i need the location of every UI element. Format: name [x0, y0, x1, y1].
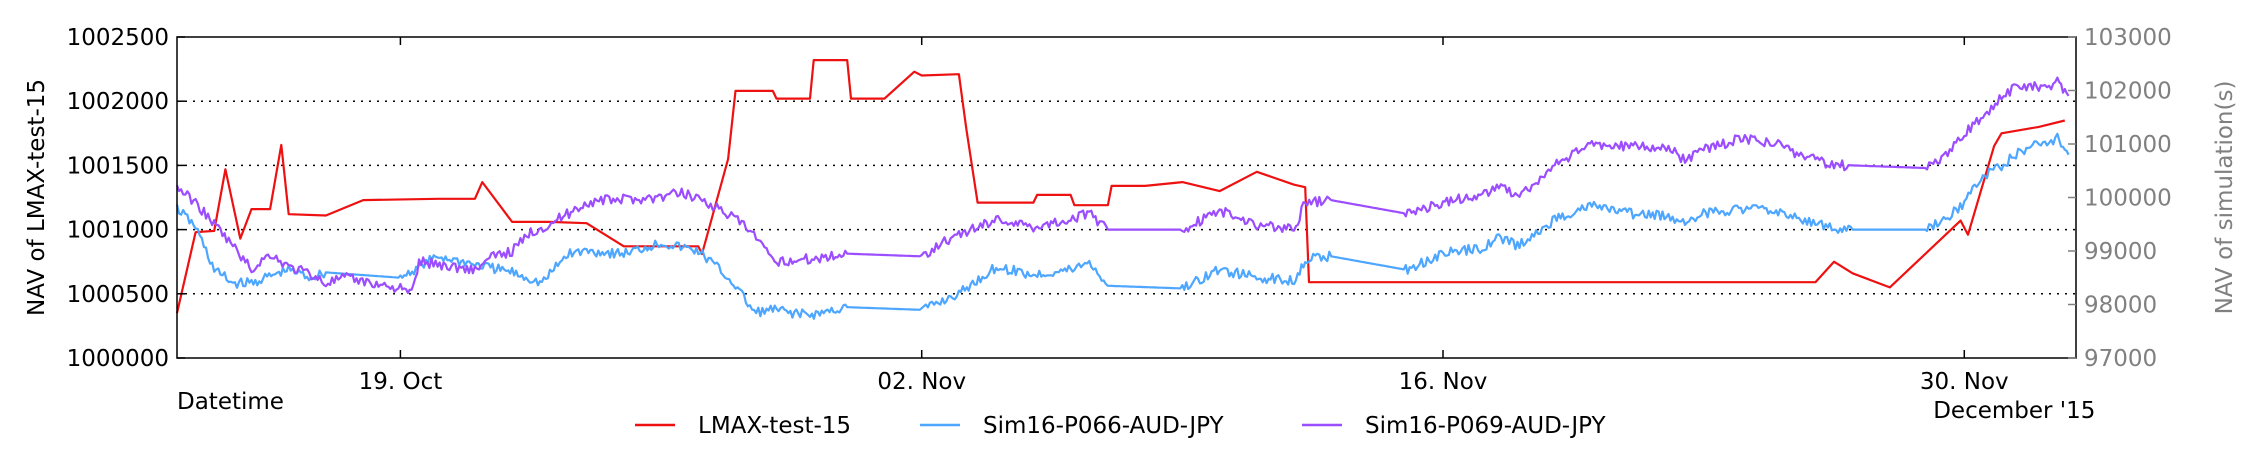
x-tick-label: 19. Oct	[359, 369, 443, 395]
series-line-sim16-p069-aud-jpy	[175, 76, 2070, 294]
x-axis-month-label: December '15	[1933, 398, 2095, 424]
x-tick-label: 30. Nov	[1920, 369, 2009, 395]
y-left-tick-label: 1002000	[67, 89, 169, 115]
y-left-tick-label: 1001000	[67, 218, 169, 244]
grid-layer	[177, 100, 2076, 295]
y-right-tick-label: 103000	[2084, 25, 2172, 51]
y-left-tick-label: 1000000	[67, 346, 169, 372]
legend: LMAX-test-15 Sim16-P066-AUD-JPY Sim16-P069…	[635, 413, 1607, 439]
y-right-tick-label: 100000	[2084, 186, 2172, 212]
y-left-tick-label: 1002500	[67, 25, 169, 51]
y-right-tick-label: 97000	[2084, 346, 2157, 372]
series-layer	[175, 59, 2070, 320]
y-right-tick-label: 98000	[2084, 293, 2157, 319]
plot-frame	[176, 36, 2077, 359]
x-tick-label: 16. Nov	[1399, 369, 1488, 395]
y-left-tick-label: 1001500	[67, 153, 169, 179]
legend-label: Sim16-P066-AUD-JPY	[983, 413, 1225, 439]
y-axis-left-title: NAV of LMAX-test-15	[24, 79, 50, 316]
y-left-tick-label: 1000500	[67, 282, 169, 308]
y-right-tick-label: 102000	[2084, 79, 2172, 105]
series-line-lmax-test-15	[175, 59, 2066, 314]
y-right-tick-label: 99000	[2084, 239, 2157, 265]
y-axis-right-title: NAV of simulation(s)	[2212, 81, 2238, 315]
legend-label: Sim16-P069-AUD-JPY	[1365, 413, 1607, 439]
series-line-sim16-p066-aud-jpy	[175, 132, 2070, 320]
x-axis-title: Datetime	[177, 389, 284, 415]
legend-label: LMAX-test-15	[698, 413, 851, 439]
axis-layer: 1000000 1000500 1001000 1001500 1002000 10025…	[67, 25, 2172, 395]
y-right-tick-label: 101000	[2084, 132, 2172, 158]
x-tick-label: 02. Nov	[877, 369, 966, 395]
